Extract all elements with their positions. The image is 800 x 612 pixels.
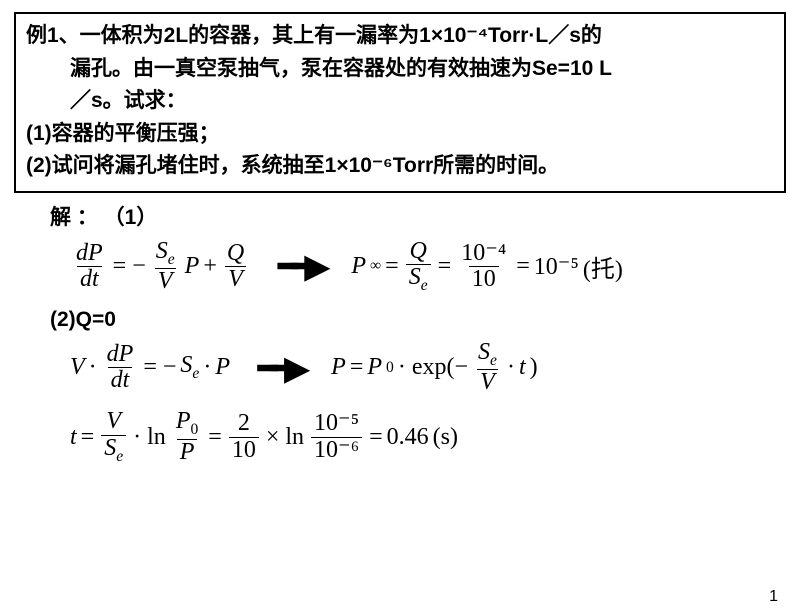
unit-tuo: (托) xyxy=(583,249,623,284)
arrow-icon: ━━▶ xyxy=(258,349,303,387)
eq-t: t= VSe · ln P0P = 2 10 × ln 10⁻⁵ 10⁻⁶ = … xyxy=(70,409,458,464)
problem-line-1: 例1、一体积为2L的容器，其上有一漏率为1×10⁻⁴Torr·L／s的 xyxy=(26,20,774,53)
problem-line-2: 漏孔。由一真空泵抽气，泵在容器处的有效抽速为Se=10 L xyxy=(26,53,774,86)
eq-VdPdt: V· dPdt = −Se·P xyxy=(70,342,230,393)
equation-row-3: t= VSe · ln P0P = 2 10 × ln 10⁻⁵ 10⁻⁶ = … xyxy=(70,409,770,464)
val-V: 2 xyxy=(235,411,253,436)
val-Se2: 10 xyxy=(229,437,259,463)
val-Q: 10⁻⁴ xyxy=(458,241,509,266)
problem-q1: (1)容器的平衡压强； xyxy=(26,118,774,151)
equation-row-1: dPdt = − SeV P+ QV ━━▶ P∞= QSe = 10⁻⁴ 10… xyxy=(70,239,770,294)
equation-row-2: V· dPdt = −Se·P ━━▶ P=P0 · exp(− SeV ·t) xyxy=(70,340,770,395)
part2-label: (2)Q=0 xyxy=(50,308,770,332)
solution-heading: 解 ： （1） xyxy=(50,201,770,231)
val-Pinf: 10⁻⁵ xyxy=(534,252,579,281)
eq-Pexp: P=P0 · exp(− SeV ·t) xyxy=(331,340,537,395)
problem-line-3: ／s。试求： xyxy=(26,85,774,118)
unit-s: (s) xyxy=(433,424,458,451)
val-t: 0.46 xyxy=(387,424,429,451)
val-P0: 10⁻⁵ xyxy=(311,411,362,436)
val-Ptarget: 10⁻⁶ xyxy=(311,437,362,463)
val-Se: 10 xyxy=(469,266,499,292)
eq-Pinf: P∞= QSe = 10⁻⁴ 10 = 10⁻⁵ (托) xyxy=(351,239,622,294)
arrow-icon: ━━▶ xyxy=(278,247,323,285)
problem-q2: (2)试问将漏孔堵住时，系统抽至1×10⁻⁶Torr所需的时间。 xyxy=(26,150,774,183)
eq-dPdt: dPdt = − SeV P+ QV xyxy=(70,239,250,294)
solution-area: 解 ： （1） dPdt = − SeV P+ QV ━━▶ P∞= QSe =… xyxy=(50,201,770,465)
problem-box: 例1、一体积为2L的容器，其上有一漏率为1×10⁻⁴Torr·L／s的 漏孔。由… xyxy=(14,12,786,193)
page-number: 1 xyxy=(769,588,778,606)
